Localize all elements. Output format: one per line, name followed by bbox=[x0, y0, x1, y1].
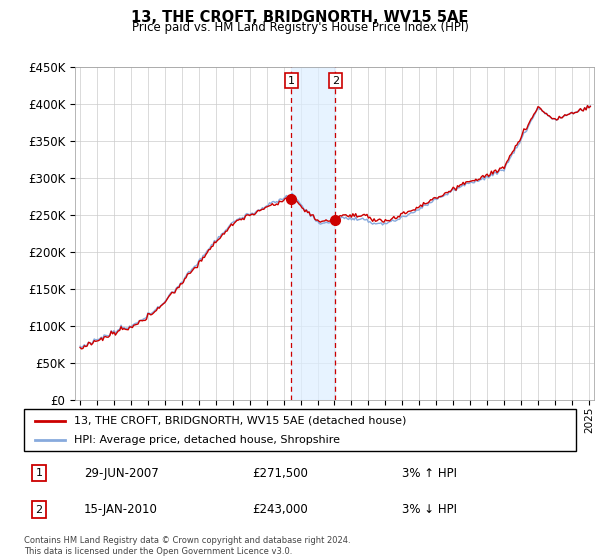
Text: 1: 1 bbox=[288, 76, 295, 86]
Text: 13, THE CROFT, BRIDGNORTH, WV15 5AE (detached house): 13, THE CROFT, BRIDGNORTH, WV15 5AE (det… bbox=[74, 416, 406, 426]
Text: Price paid vs. HM Land Registry's House Price Index (HPI): Price paid vs. HM Land Registry's House … bbox=[131, 21, 469, 34]
Text: 2: 2 bbox=[35, 505, 43, 515]
Text: 1: 1 bbox=[35, 468, 43, 478]
Text: HPI: Average price, detached house, Shropshire: HPI: Average price, detached house, Shro… bbox=[74, 435, 340, 445]
Text: 3% ↑ HPI: 3% ↑ HPI bbox=[402, 466, 457, 480]
Bar bbox=[292, 67, 335, 400]
Text: 2: 2 bbox=[332, 76, 339, 86]
Text: 29-JUN-2007: 29-JUN-2007 bbox=[84, 466, 159, 480]
Text: £271,500: £271,500 bbox=[252, 466, 308, 480]
Text: 13, THE CROFT, BRIDGNORTH, WV15 5AE: 13, THE CROFT, BRIDGNORTH, WV15 5AE bbox=[131, 10, 469, 25]
Text: 3% ↓ HPI: 3% ↓ HPI bbox=[402, 503, 457, 516]
Text: Contains HM Land Registry data © Crown copyright and database right 2024.
This d: Contains HM Land Registry data © Crown c… bbox=[24, 536, 350, 556]
Text: 15-JAN-2010: 15-JAN-2010 bbox=[84, 503, 158, 516]
Text: £243,000: £243,000 bbox=[252, 503, 308, 516]
